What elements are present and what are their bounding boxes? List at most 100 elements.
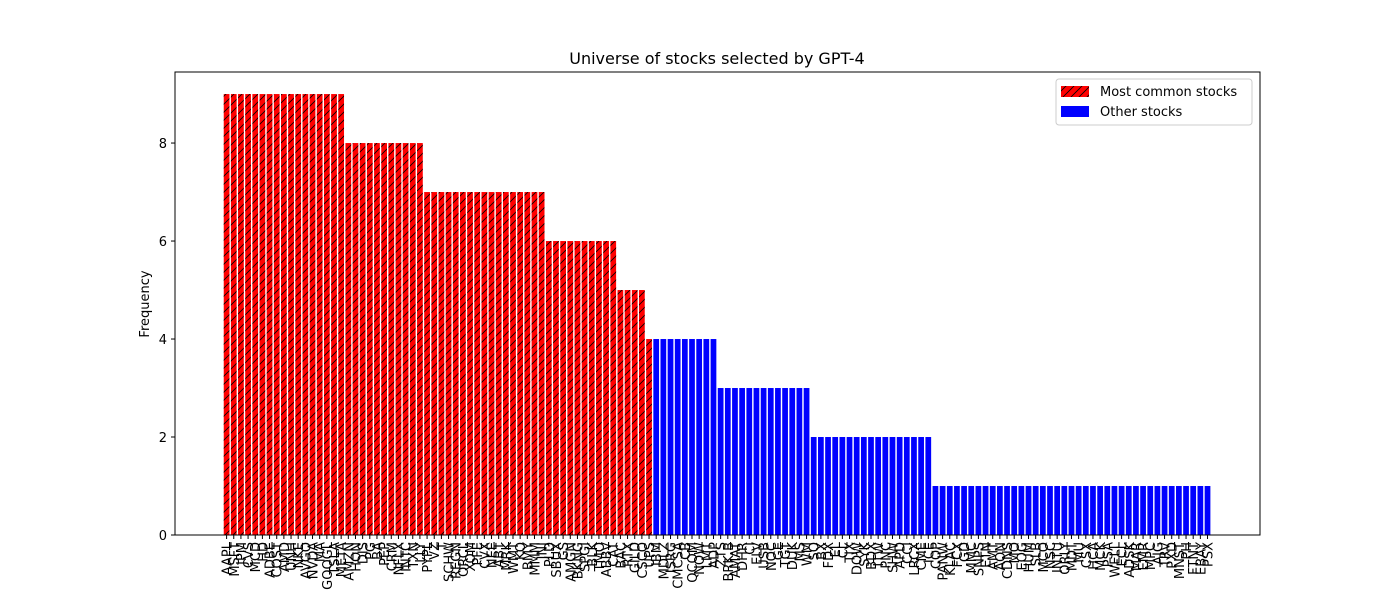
bar <box>1025 486 1032 535</box>
x-tick-label: BX <box>815 542 830 560</box>
x-tick-label: CVS <box>242 542 257 568</box>
x-tick-label: CVX <box>478 542 493 569</box>
x-tick-label: CI <box>743 542 758 555</box>
bar-hatch <box>545 241 552 536</box>
x-tick-label: TGT <box>779 542 794 569</box>
x-tick-label: PSA <box>1101 542 1116 567</box>
bar <box>703 339 710 535</box>
bar-hatch <box>481 192 488 535</box>
x-tick-label: HD <box>256 542 271 562</box>
legend-label: Other stocks <box>1100 105 1183 120</box>
bar-hatch <box>588 241 595 536</box>
bar <box>839 437 846 535</box>
bar-hatch <box>345 143 352 535</box>
x-tick-label: BMY <box>521 542 536 570</box>
bar-hatch <box>374 143 380 535</box>
x-tick-label: EL <box>829 541 844 557</box>
x-tick-label: DIS <box>357 542 372 564</box>
bar <box>739 388 745 535</box>
bar <box>1111 486 1118 535</box>
x-tick-label: SLB <box>1030 542 1045 566</box>
x-tick-label: ELV <box>750 542 765 565</box>
bar <box>1197 486 1204 535</box>
x-tick-label: AMZN <box>342 542 357 581</box>
x-tick-label: LMT <box>700 542 715 568</box>
legend-swatch-hatch <box>1061 86 1089 97</box>
bar <box>846 437 853 535</box>
bar-hatch <box>259 94 266 536</box>
bar-hatch <box>639 290 645 535</box>
x-tick-label: TSLA <box>328 542 343 576</box>
x-tick-label: AMT <box>987 542 1002 570</box>
bar-hatch <box>273 94 280 536</box>
bar-hatch <box>281 94 287 536</box>
bar <box>753 388 760 535</box>
bar-hatch <box>302 94 309 536</box>
bar-hatch <box>495 192 502 535</box>
x-tick-label: FTNT <box>1187 542 1202 575</box>
x-tick-label: ADSK <box>1123 542 1138 578</box>
x-tick-label: ADP <box>707 542 722 569</box>
bar <box>1133 486 1139 535</box>
x-tick-label: HCA <box>1087 542 1102 570</box>
bar-hatch <box>352 143 359 535</box>
x-tick-label: SCHW <box>443 542 458 582</box>
bar-hatch <box>538 192 545 535</box>
x-tick-label: CDNS <box>1001 542 1016 579</box>
y-tick-label: 2 <box>159 431 167 446</box>
bar-hatch <box>409 143 416 535</box>
x-tick-label: MDT <box>1065 542 1080 571</box>
x-tick-label: GS <box>557 542 572 560</box>
bar <box>918 437 924 535</box>
x-tick-label: PH <box>1180 542 1195 560</box>
bar-hatch <box>331 94 337 536</box>
bar <box>982 486 989 535</box>
bar <box>746 388 753 535</box>
bar-hatch <box>531 192 538 535</box>
x-tick-label: JPM <box>235 542 250 566</box>
bar-hatch <box>510 192 516 535</box>
bar <box>760 388 767 535</box>
x-tick-label: REGN <box>450 542 465 579</box>
x-tick-label: AMGN <box>564 542 579 582</box>
x-tick-label: CMCSA <box>672 542 687 589</box>
bar <box>954 486 960 535</box>
x-tick-label: INTC <box>400 542 415 572</box>
x-tick-label: PFE <box>471 542 486 566</box>
legend-label: Most common stocks <box>1100 85 1237 100</box>
x-tick-label: HUM <box>1023 542 1038 573</box>
legend-swatch <box>1061 106 1089 117</box>
x-tick-label: ICE <box>922 542 937 563</box>
bar <box>1176 486 1182 535</box>
bar <box>818 437 824 535</box>
bar <box>674 339 681 535</box>
x-tick-label: NFLX <box>392 542 407 575</box>
chart-title: Universe of stocks selected by GPT-4 <box>569 49 864 68</box>
x-tick-label: NOW <box>693 542 708 575</box>
bar-hatch <box>402 143 409 535</box>
x-tick-label: CL <box>836 541 851 558</box>
bar-hatch <box>388 143 395 535</box>
bar-hatch <box>617 290 624 535</box>
x-tick-label: AON <box>994 542 1009 571</box>
y-tick-label: 8 <box>159 137 167 152</box>
x-tick-label: AAPL <box>221 541 236 575</box>
bar <box>1147 486 1154 535</box>
x-tick-label: MAR <box>1130 542 1145 571</box>
x-tick-label: BKNG <box>571 542 586 579</box>
x-tick-label: JNJ <box>536 542 551 560</box>
x-tick-label: ORCL <box>457 541 472 577</box>
plot-area <box>175 72 1260 535</box>
bar-hatch <box>596 241 602 536</box>
x-tick-label: DHR <box>736 542 751 571</box>
bar-hatch <box>417 143 423 535</box>
x-tick-label: NSC <box>1044 542 1059 569</box>
x-tick-label: MMM <box>528 542 543 576</box>
x-tick-label: EMR <box>1137 542 1152 570</box>
y-tick-label: 4 <box>159 333 167 348</box>
bar-hatch <box>452 192 459 535</box>
x-tick-label: BRK.B <box>722 542 737 582</box>
bar-hatch <box>438 192 445 535</box>
x-tick-label: BLK <box>586 542 601 567</box>
